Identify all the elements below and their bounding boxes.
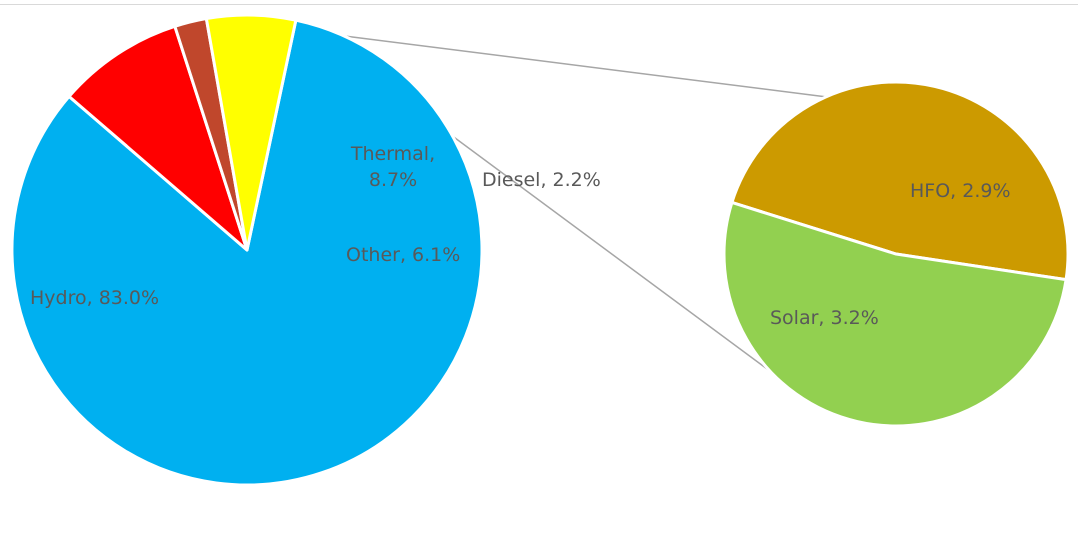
- slice-hfo: [730, 80, 1070, 282]
- label-solar: Solar, 3.2%: [770, 307, 879, 329]
- label-thermal-line1: Thermal,: [350, 143, 435, 165]
- data-labels: Hydro, 83.0% Thermal, 8.7% Diesel, 2.2% …: [30, 143, 1011, 329]
- slice-hydro: [10, 18, 484, 487]
- label-other: Other, 6.1%: [346, 244, 460, 266]
- main-pie: [10, 13, 484, 487]
- slice-solar: [722, 200, 1068, 428]
- label-hfo: HFO, 2.9%: [910, 180, 1011, 202]
- top-rule: [0, 4, 1078, 5]
- slice-other: [204, 13, 298, 252]
- label-diesel: Diesel, 2.2%: [482, 169, 601, 191]
- label-thermal-line2: 8.7%: [369, 169, 417, 191]
- label-hydro: Hydro, 83.0%: [30, 287, 159, 309]
- secondary-pie: [722, 80, 1070, 428]
- slice-thermal: [67, 24, 249, 252]
